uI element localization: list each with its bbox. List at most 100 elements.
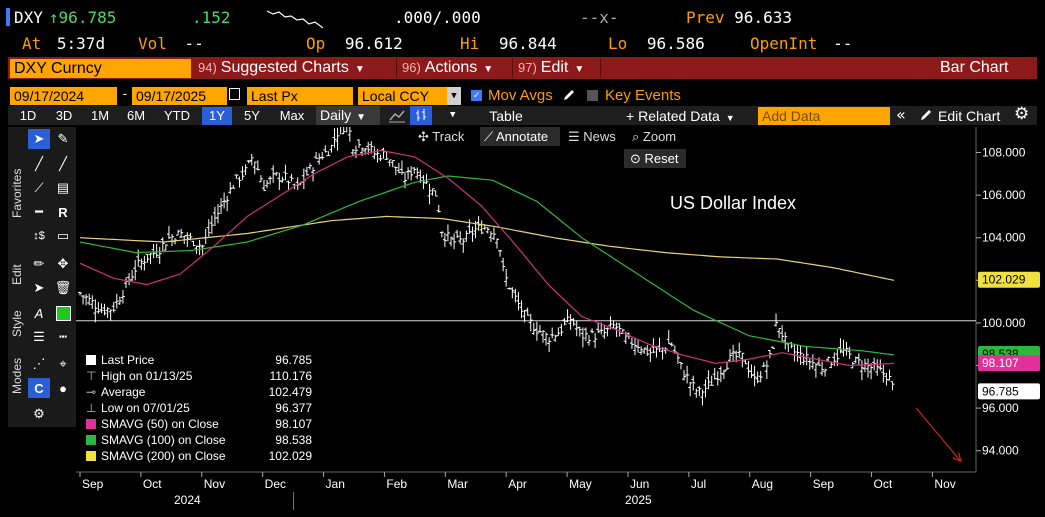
move-icon[interactable]: ✥ <box>57 256 69 271</box>
palette-mode-icon[interactable]: ● <box>59 380 67 396</box>
ohlc-bar <box>728 349 733 363</box>
trash-icon[interactable]: 🗑 <box>54 280 72 295</box>
tab-edit[interactable]: Edit <box>10 264 24 286</box>
calendar-icon[interactable] <box>229 88 240 100</box>
ticker-symbol[interactable]: DXY <box>14 8 43 27</box>
related-data-menu[interactable]: + Related Data ▼ <box>626 108 735 124</box>
line-style-icon[interactable]: ┅ <box>59 329 67 344</box>
x-year-label: 2025 <box>625 493 652 507</box>
ohlc-bar <box>856 353 861 365</box>
ohlc-bar <box>596 322 601 334</box>
channel-icon[interactable]: ▤ <box>56 180 70 195</box>
line-weight-icon[interactable]: ☰ <box>33 329 45 344</box>
add-data-input[interactable]: Add Data <box>758 107 890 125</box>
track-button[interactable]: ✣ Track <box>418 129 465 144</box>
bid-ask-size: --x- <box>580 8 619 27</box>
range-1y[interactable]: 1Y <box>202 107 232 125</box>
at-label: At <box>22 34 42 53</box>
ohlc-bar <box>853 356 858 364</box>
collapse-icon[interactable]: « <box>896 105 906 124</box>
line-chart-icon[interactable] <box>388 108 406 123</box>
key-events-checkbox[interactable] <box>587 90 598 101</box>
range-3d[interactable]: 3D <box>55 108 73 123</box>
sma100-line <box>79 175 894 356</box>
font-style-icon[interactable]: A <box>34 305 44 321</box>
dropdown-arrow-icon: ▼ <box>354 64 365 75</box>
reset-button[interactable]: ⊙ Reset <box>624 149 686 168</box>
select-icon[interactable]: ➤ <box>33 280 45 295</box>
start-date-field[interactable]: 09/17/2024 <box>10 87 117 105</box>
currency-dropdown-icon[interactable]: ▼ <box>447 87 461 105</box>
prev-close: Prev 96.633 <box>686 9 792 27</box>
ohlc-bar <box>439 231 444 238</box>
ohlc-bar <box>268 176 273 185</box>
ohlc-bar <box>583 327 588 342</box>
bar-chart-icon[interactable] <box>410 106 432 125</box>
table-button[interactable]: Table <box>489 108 523 124</box>
horizontal-line-icon[interactable]: ━ <box>35 204 43 219</box>
low-stat: Lo 96.586 <box>608 34 705 53</box>
price-tag <box>978 271 1040 288</box>
settings-gear-icon[interactable]: ⚙ <box>33 406 45 421</box>
legend-swatch <box>86 355 96 365</box>
mov-avgs-checkbox[interactable]: ✓ <box>471 90 482 101</box>
tab-style[interactable]: Style <box>10 310 24 338</box>
suggested-charts-menu[interactable]: 94) Suggested Charts ▼ <box>198 59 365 76</box>
legend-high: ⊤ High on 01/13/25 110.176 <box>86 369 312 383</box>
x-tick-label: Apr <box>508 477 527 491</box>
legend-sma100: SMAVG (100) on Close 98.538 <box>86 433 312 449</box>
ohlc-bar <box>464 230 469 242</box>
ohlc-bar <box>249 153 254 166</box>
tab-favorites[interactable]: Favorites <box>10 168 24 218</box>
dropdown-arrow-icon: ▼ <box>356 112 367 123</box>
legend-panel <box>80 350 280 468</box>
retracement-icon[interactable]: R <box>58 204 68 220</box>
annotate-tool-icon[interactable]: ✎ <box>57 131 69 146</box>
cursor-icon[interactable]: ➤ <box>28 129 50 149</box>
rectangle-icon[interactable]: ▭ <box>56 228 70 243</box>
ohlc-bar <box>369 141 374 154</box>
period-select[interactable]: Daily ▼ <box>316 106 380 125</box>
pencil-icon[interactable] <box>562 88 576 102</box>
currency-selector[interactable]: Local CCY <box>358 87 447 105</box>
price-tool-icon[interactable]: ↕$ <box>33 230 45 242</box>
security-field[interactable]: DXY Curncy <box>10 59 191 78</box>
edit-chart-pencil-icon <box>921 110 931 120</box>
chart-type-label[interactable]: Bar Chart <box>940 59 1009 76</box>
gear-icon[interactable]: ⚙ <box>1014 104 1030 124</box>
tab-modes[interactable]: Modes <box>10 357 24 395</box>
annotate-button[interactable]: ⟋ Annotate <box>480 127 560 146</box>
ohlc-bar <box>531 322 536 335</box>
range-ytd[interactable]: YTD <box>164 108 190 123</box>
field-selector[interactable]: Last Px <box>247 87 353 105</box>
draw-pencil-icon[interactable]: ✏ <box>33 256 45 271</box>
chart-style-dropdown-icon[interactable]: ▼ <box>450 110 456 120</box>
multi-line-icon[interactable]: ⟋ <box>34 180 44 195</box>
range-5y[interactable]: 5Y <box>244 108 260 123</box>
mov-avgs-label[interactable]: Mov Avgs <box>488 87 553 104</box>
ohlc-bar <box>78 291 82 296</box>
range-max[interactable]: Max <box>279 108 305 123</box>
edit-chart-button[interactable]: Edit Chart <box>938 108 1001 124</box>
ohlc-bar <box>84 294 89 306</box>
edit-menu[interactable]: 97) Edit ▼ <box>518 59 585 76</box>
ohlc-bar <box>307 163 312 170</box>
ohlc-bar <box>890 381 895 391</box>
range-1d[interactable]: 1D <box>19 108 37 123</box>
key-events-label[interactable]: Key Events <box>605 87 681 104</box>
ray-line-icon[interactable]: ╱ <box>59 156 67 171</box>
range-6m[interactable]: 6M <box>126 108 146 123</box>
ohlc-bar <box>283 164 288 181</box>
end-date-field[interactable]: 09/17/2025 <box>132 87 227 105</box>
range-1m[interactable]: 1M <box>90 108 110 123</box>
zoom-button[interactable]: ⌕ Zoom <box>632 129 677 144</box>
ohlc-bar <box>280 176 285 183</box>
trend-line-icon[interactable]: ╱ <box>35 156 43 171</box>
legend-sma200: SMAVG (200) on Close 102.029 <box>86 449 312 465</box>
cycle-mode-icon[interactable]: C <box>28 378 50 398</box>
actions-menu[interactable]: 96) Actions ▼ <box>402 59 494 76</box>
snap-mode-icon[interactable]: ⋰ <box>32 356 46 371</box>
crosshair-mode-icon[interactable]: ⌖ <box>59 356 67 371</box>
news-button[interactable]: ☰ News <box>568 129 616 144</box>
color-swatch-green[interactable] <box>56 306 71 321</box>
